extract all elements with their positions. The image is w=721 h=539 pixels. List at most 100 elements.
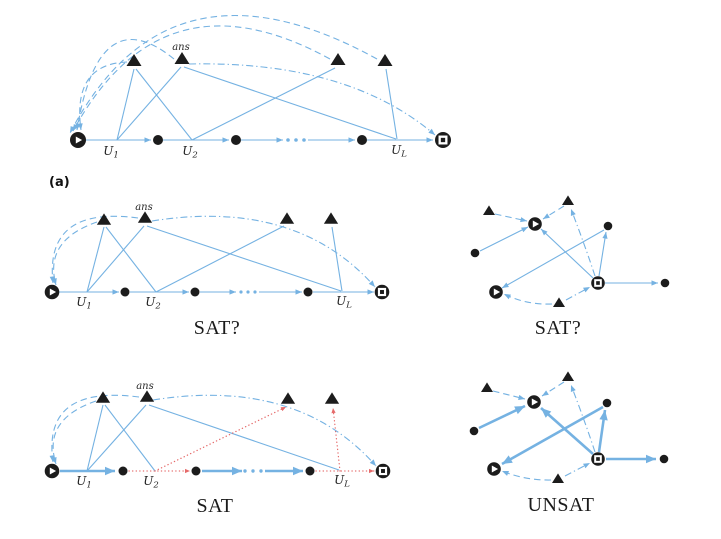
subscript: L (400, 150, 407, 160)
edge-solid (183, 66, 397, 140)
node-triangle (174, 52, 190, 64)
arrowhead (276, 137, 283, 143)
node-triangle (552, 473, 564, 483)
end-square-inner (596, 457, 600, 461)
play-icon (49, 467, 57, 475)
edge-dashed (72, 25, 331, 132)
node-triangle (481, 382, 493, 392)
arrowhead (105, 466, 115, 476)
edge-solid (501, 405, 604, 466)
arrowhead (541, 408, 552, 418)
play-icon (532, 220, 540, 228)
node-triangle (279, 212, 295, 224)
edge-solid (155, 225, 285, 293)
node-dot (190, 287, 200, 297)
panel-sat-chain: ans U1 U2 UL SAT (44, 381, 391, 517)
node-triangle (323, 212, 339, 224)
ellipsis-dot (246, 290, 250, 294)
edge-dashdot (151, 215, 376, 288)
node-dot (303, 287, 313, 297)
edge-dashdot (564, 462, 591, 477)
ellipsis-dot (253, 290, 257, 294)
node-triangle (377, 54, 393, 66)
edge-solid (148, 404, 340, 471)
subscript: 2 (191, 151, 197, 161)
node-dot (191, 466, 201, 476)
edge-solid (385, 68, 398, 140)
edge-dashed (52, 400, 97, 465)
arrowhead (182, 289, 189, 295)
arrowhead (502, 455, 513, 464)
edge-dashed (503, 293, 553, 305)
node-dot (305, 466, 315, 476)
arrowhead (428, 128, 435, 135)
edge-solid (331, 226, 343, 292)
arrowhead (368, 280, 375, 287)
edge-solid (86, 226, 105, 293)
edge-solid (105, 226, 157, 293)
edge-dashdot (570, 384, 596, 453)
node-triangle (324, 392, 340, 404)
u2-label: U2 (143, 474, 159, 491)
ellipsis-dot (243, 469, 247, 473)
edge-solid (191, 67, 336, 141)
play-icon (493, 288, 501, 296)
node-dot (153, 135, 163, 145)
node-triangle (139, 390, 155, 402)
arrowhead (295, 289, 302, 295)
edge-solid (86, 404, 104, 472)
subscript: 1 (86, 302, 91, 312)
arrowhead (599, 410, 608, 421)
edge-dashed (53, 221, 98, 286)
end-square-inner (380, 290, 384, 294)
edge-dotted (332, 407, 341, 472)
edge-dotted (154, 406, 287, 472)
arrowhead (229, 289, 236, 295)
arrowhead (222, 137, 229, 143)
edge-solid (146, 225, 342, 292)
u2-label: U2 (182, 144, 198, 161)
u1-label: U1 (76, 295, 92, 312)
subscript: L (345, 301, 352, 311)
edge-dashdot (570, 208, 596, 277)
edge-dashed (542, 205, 565, 220)
arrowhead (369, 468, 374, 474)
edge-solid (86, 225, 145, 293)
ul-label: UL (391, 143, 407, 160)
arrowhead (514, 406, 525, 415)
arrowhead (144, 137, 151, 143)
panel-sat-question-shuffled: SAT? (470, 195, 670, 339)
subscript: 2 (152, 481, 158, 491)
caption-sat-question: SAT? (194, 317, 240, 339)
node-dot (659, 454, 669, 464)
ans-label: ans (136, 381, 154, 392)
ans-label: ans (135, 202, 153, 213)
caption-sat: SAT (196, 495, 233, 517)
edge-solid (116, 66, 182, 141)
edge-solid (135, 68, 193, 141)
edge-solid (86, 404, 147, 472)
edge-solid (116, 68, 135, 141)
subscript: 1 (113, 151, 118, 161)
node-triangle (96, 213, 112, 225)
arrowhead (602, 232, 608, 239)
arrowhead (504, 294, 511, 300)
node-triangle (95, 391, 111, 403)
arrowhead (570, 209, 576, 216)
ellipsis-dot (259, 469, 263, 473)
arrowhead (70, 126, 76, 133)
node-triangle (553, 297, 565, 307)
arrowhead (331, 408, 336, 414)
ellipsis-dot (286, 138, 290, 142)
edge-solid (104, 404, 156, 472)
edge-solid (598, 231, 607, 277)
arrowhead (502, 471, 510, 476)
caption-sat-question-shuffled: SAT? (535, 317, 581, 339)
u1-label: U1 (103, 144, 119, 161)
arrowhead (521, 227, 528, 233)
caption-unsat: UNSAT (528, 494, 595, 516)
arrowhead (502, 282, 509, 288)
edge-dashed (501, 470, 552, 481)
arrowhead (542, 390, 549, 396)
